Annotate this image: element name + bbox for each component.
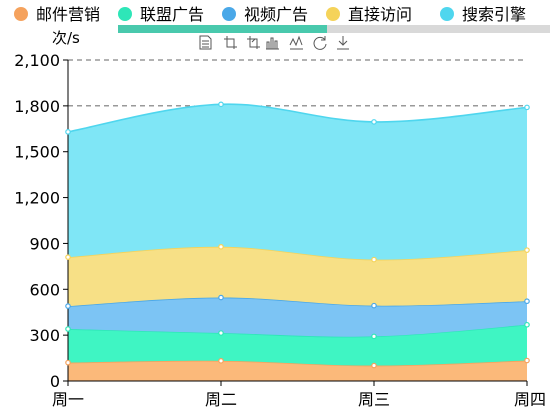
data-point-1-4[interactable] — [524, 357, 530, 364]
data-zoom-selected-range[interactable] — [118, 25, 327, 33]
data-point-2-1[interactable] — [65, 326, 71, 332]
legend-label: 邮件营销 — [36, 5, 100, 24]
area-fill-4 — [68, 246, 527, 307]
legend-marker — [326, 7, 340, 21]
legend-label: 搜索引擎 — [462, 5, 526, 24]
y-tick-label: 1,800 — [14, 97, 60, 116]
data-point-3-1[interactable] — [65, 303, 71, 309]
data-point-2-4[interactable] — [524, 321, 530, 328]
zoom-icon[interactable] — [224, 36, 237, 49]
legend-marker — [118, 7, 132, 21]
bar-chart-icon[interactable] — [266, 37, 279, 50]
data-point-4-4[interactable] — [524, 247, 530, 253]
legend-marker — [440, 7, 454, 21]
x-tick-label: 周三 — [358, 390, 390, 409]
legend-label: 联盟广告 — [140, 5, 204, 24]
y-tick-label: 0 — [50, 372, 60, 391]
legend-item-1[interactable]: 邮件营销 — [14, 5, 100, 24]
y-tick-label: 2,100 — [14, 51, 60, 70]
data-point-2-3[interactable] — [371, 333, 377, 340]
data-point-1-3[interactable] — [371, 362, 377, 369]
area-series — [67, 103, 528, 381]
line-chart-icon[interactable] — [289, 35, 303, 50]
x-tick-label: 周二 — [205, 390, 237, 409]
data-point-4-3[interactable] — [371, 256, 377, 263]
toolbox — [199, 35, 349, 50]
legend-item-4[interactable]: 直接访问 — [326, 5, 412, 24]
restore-icon[interactable] — [313, 36, 327, 50]
x-tick-label: 周四 — [514, 390, 546, 409]
data-point-5-3[interactable] — [371, 119, 377, 125]
legend-item-5[interactable]: 搜索引擎 — [440, 5, 526, 24]
legend-item-3[interactable]: 视频广告 — [222, 5, 308, 24]
area-fill-5 — [68, 104, 527, 260]
y-tick-label: 1,200 — [14, 189, 60, 208]
data-point-4-2[interactable] — [218, 243, 224, 250]
download-icon[interactable] — [337, 36, 349, 50]
legend-label: 视频广告 — [244, 5, 308, 24]
y-tick-label: 600 — [29, 280, 60, 299]
legend: 邮件营销 联盟广告 视频广告 直接访问 搜索引擎 — [14, 5, 526, 24]
data-point-5-4[interactable] — [524, 104, 530, 111]
data-point-5-1[interactable] — [65, 129, 71, 135]
data-point-3-4[interactable] — [524, 298, 530, 305]
data-points — [65, 101, 530, 369]
data-point-1-2[interactable] — [218, 358, 224, 364]
data-point-4-1[interactable] — [65, 254, 71, 260]
data-zoom-slider[interactable] — [118, 25, 550, 33]
y-tick-label: 1,500 — [14, 143, 60, 162]
data-point-2-2[interactable] — [218, 330, 224, 336]
data-point-3-2[interactable] — [218, 294, 224, 301]
legend-marker — [222, 7, 236, 21]
series-line-5 — [67, 103, 528, 133]
zoom-reset-icon[interactable] — [247, 36, 260, 49]
data-zoom-track[interactable] — [118, 25, 550, 33]
legend-item-2[interactable]: 联盟广告 — [118, 5, 204, 24]
data-point-1-1[interactable] — [65, 359, 71, 366]
legend-marker — [14, 7, 28, 21]
data-point-5-2[interactable] — [218, 101, 224, 108]
area-fill-3 — [68, 297, 527, 337]
legend-label: 直接访问 — [348, 5, 412, 24]
data-view-icon[interactable] — [199, 35, 212, 50]
axes: 0 300 600 900 1,200 1,500 1,800 2,100 周一 周二 周三 周四 — [14, 51, 546, 409]
y-axis-unit-label: 次/s — [52, 29, 80, 47]
x-tick-label: 周一 — [52, 390, 84, 409]
data-point-3-3[interactable] — [371, 302, 377, 309]
y-tick-label: 900 — [29, 234, 60, 253]
y-tick-label: 300 — [29, 326, 60, 345]
